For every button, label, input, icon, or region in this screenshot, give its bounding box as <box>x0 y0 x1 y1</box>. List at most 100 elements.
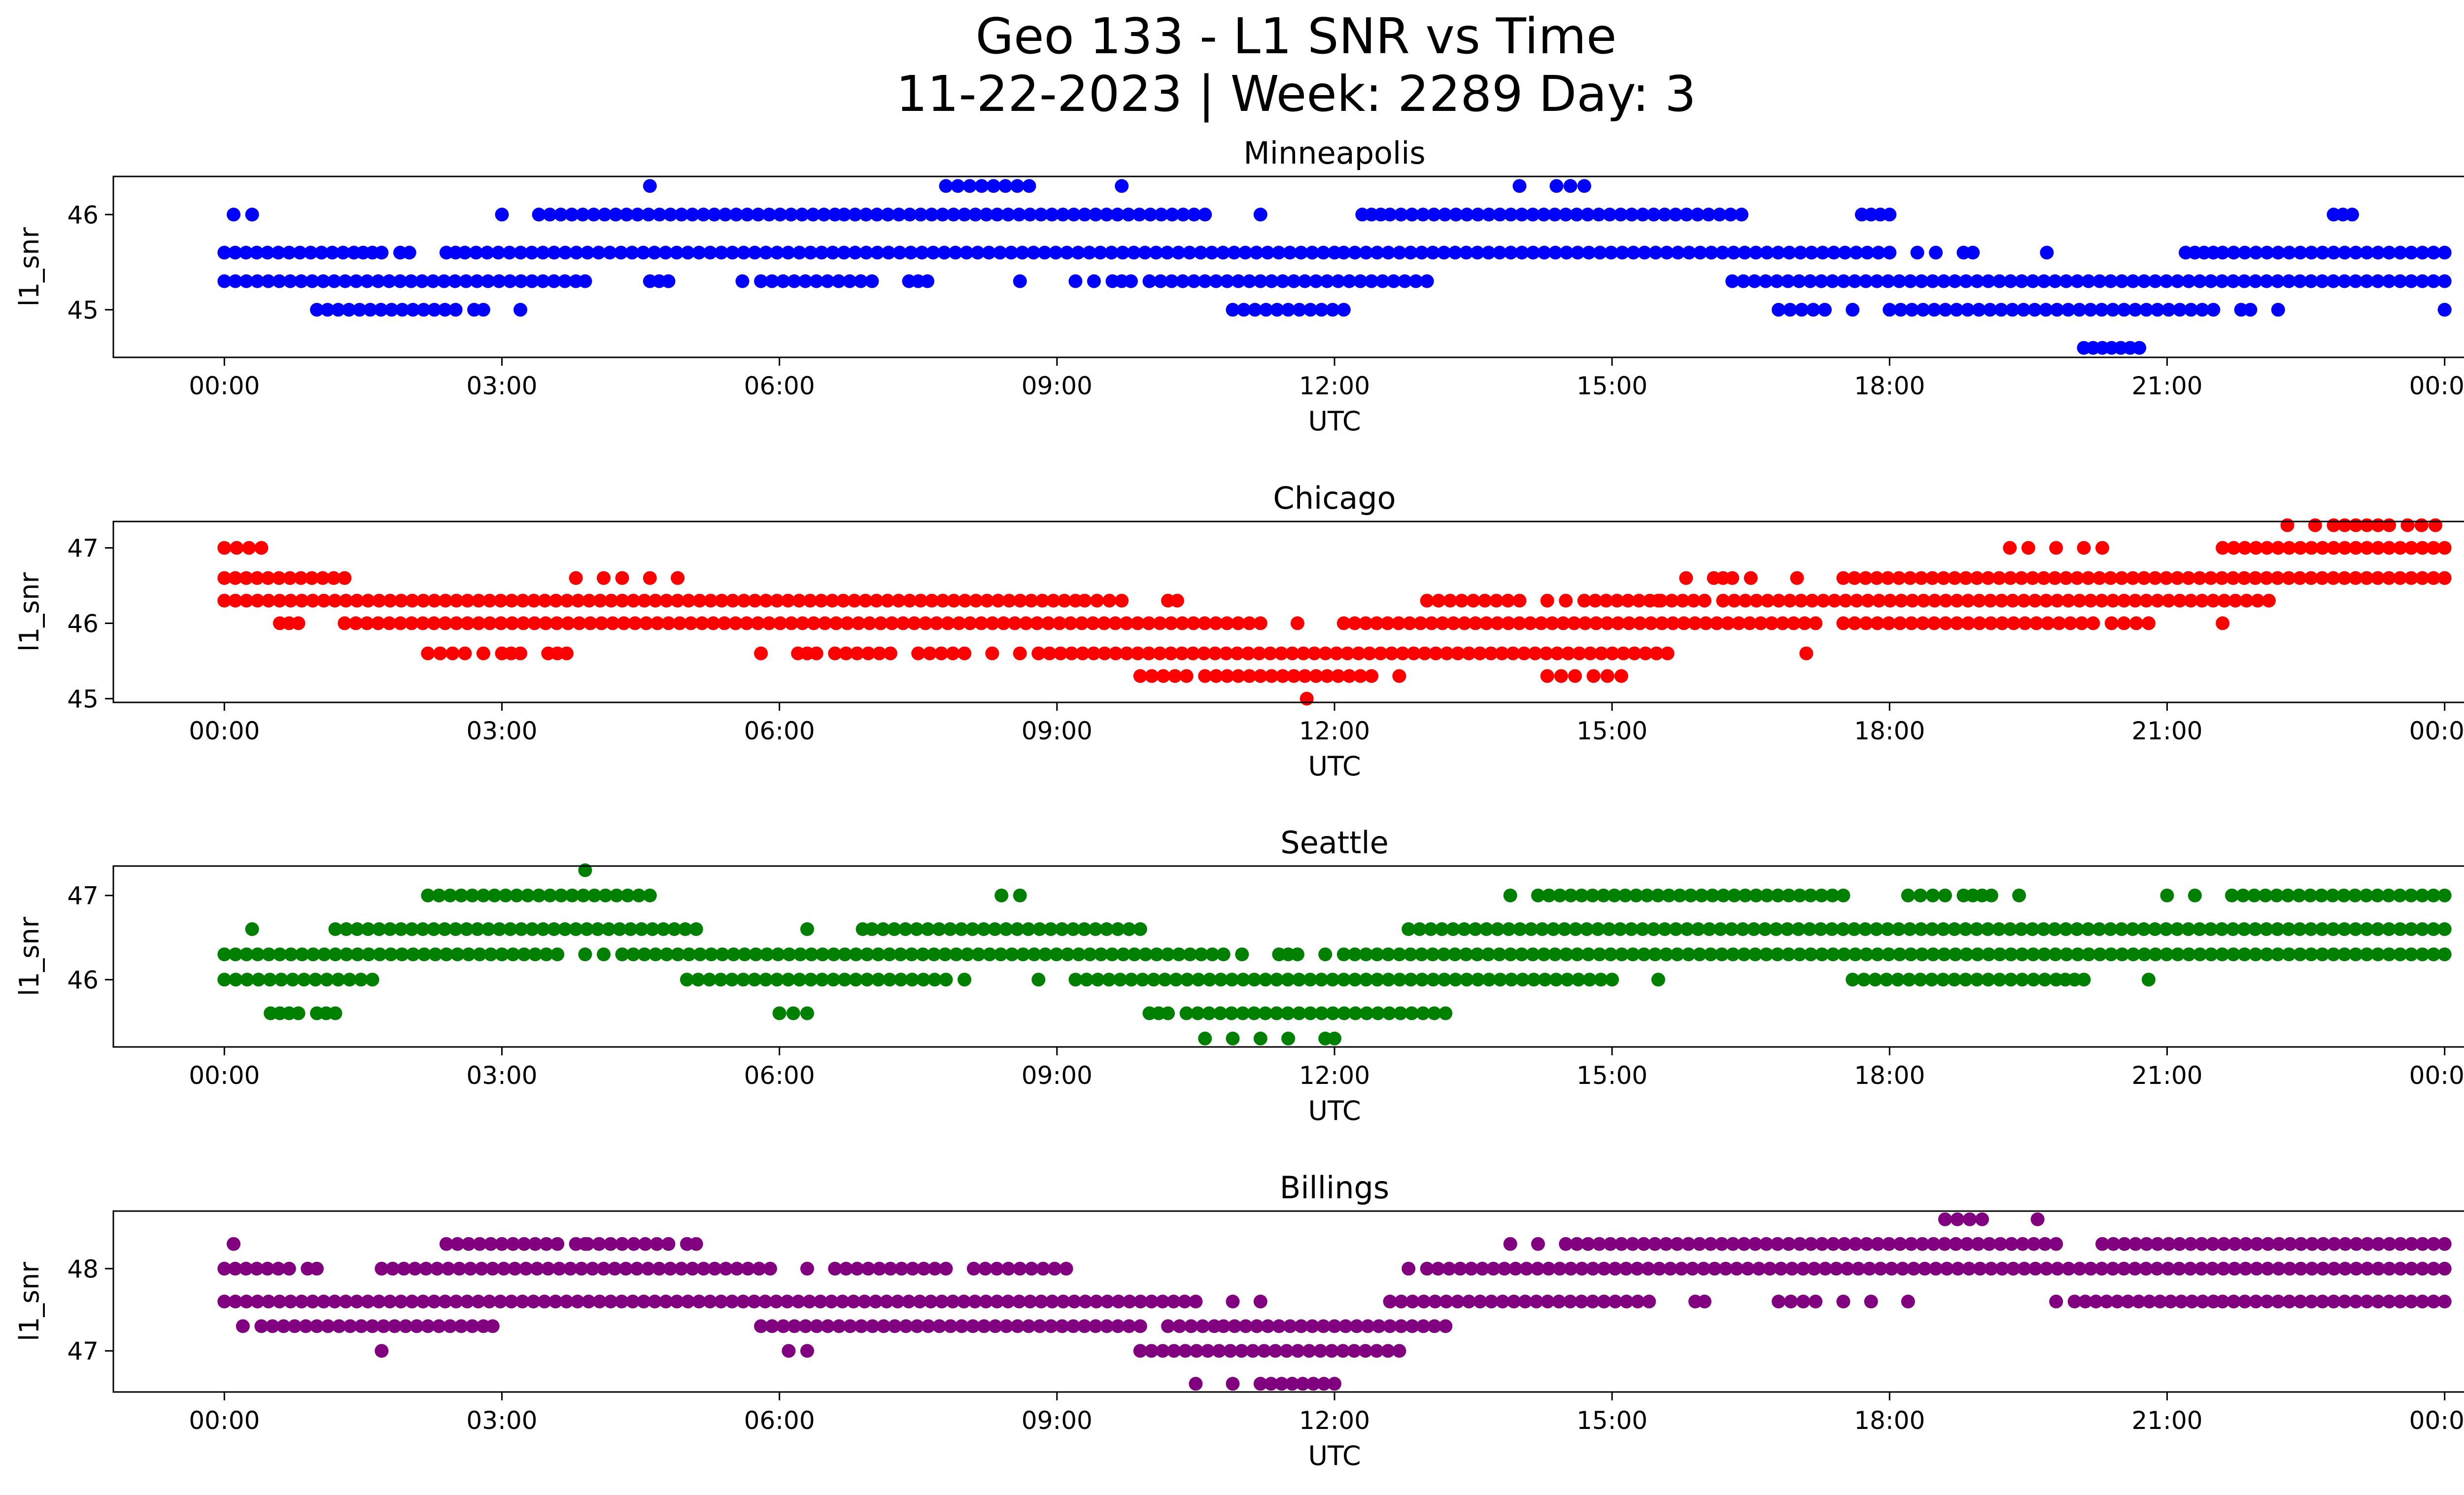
data-point <box>1071 245 1085 260</box>
data-point <box>938 947 952 962</box>
data-point <box>2037 571 2051 585</box>
data-point <box>2110 1294 2124 1309</box>
data-point <box>1021 922 1035 936</box>
data-point <box>227 208 240 222</box>
data-point <box>2092 922 2106 936</box>
data-point <box>250 571 264 585</box>
data-point <box>1692 1237 1707 1251</box>
data-point <box>2070 274 2085 288</box>
data-point <box>1223 1344 1237 1358</box>
data-point <box>1658 208 1672 222</box>
data-point <box>375 1261 389 1276</box>
data-point <box>571 593 585 608</box>
data-point <box>1462 1294 1476 1309</box>
data-point <box>282 1261 296 1276</box>
data-point <box>2272 1261 2286 1276</box>
data-point <box>1553 888 1567 903</box>
data-point <box>2237 571 2251 585</box>
data-point <box>1108 616 1123 630</box>
data-point <box>550 1237 565 1251</box>
data-point <box>1582 973 1597 987</box>
data-point <box>1827 245 1841 260</box>
data-point <box>1851 1261 1866 1276</box>
data-point <box>638 1237 652 1251</box>
data-point <box>1688 616 1702 630</box>
data-point <box>916 973 930 987</box>
data-point <box>946 1294 960 1309</box>
data-point <box>2238 245 2252 260</box>
data-point <box>405 1294 419 1309</box>
data-point <box>1526 208 1540 222</box>
data-point <box>1673 888 1687 903</box>
data-point <box>2217 1237 2231 1251</box>
data-point <box>1826 947 1840 962</box>
data-point <box>1133 669 1147 683</box>
data-point <box>1363 646 1377 661</box>
data-point <box>2181 922 2195 936</box>
data-point <box>2404 947 2418 962</box>
data-point <box>1970 973 1984 987</box>
data-point <box>503 274 517 288</box>
data-point <box>1640 888 1654 903</box>
data-point <box>543 208 557 222</box>
x-tick-label: 18:00 <box>1854 1406 1925 1435</box>
data-point <box>935 208 950 222</box>
data-point <box>603 245 617 260</box>
data-point <box>354 1319 369 1333</box>
data-point <box>374 303 388 317</box>
data-point <box>294 274 308 288</box>
data-point <box>882 947 896 962</box>
data-point <box>2427 888 2440 903</box>
data-point <box>1294 245 1308 260</box>
data-point <box>971 245 985 260</box>
data-point <box>639 616 653 630</box>
data-point <box>1837 947 1851 962</box>
data-point <box>2360 245 2374 260</box>
data-point <box>894 1261 909 1276</box>
data-point <box>2382 1237 2396 1251</box>
data-point <box>1961 616 1975 630</box>
data-point <box>2250 1261 2264 1276</box>
data-point <box>715 593 729 608</box>
data-point <box>1995 616 2009 630</box>
data-point <box>1015 245 1029 260</box>
data-point <box>2415 1237 2430 1251</box>
data-point <box>1420 274 1434 288</box>
data-point <box>2185 1294 2199 1309</box>
data-point <box>1582 245 1596 260</box>
data-point <box>537 1294 551 1309</box>
data-point <box>1064 646 1079 661</box>
data-point <box>943 922 958 936</box>
data-point <box>1605 646 1619 661</box>
data-point <box>2216 541 2230 555</box>
data-point <box>1460 973 1474 987</box>
data-point <box>921 274 934 288</box>
data-point <box>1926 1237 1941 1251</box>
data-point <box>410 1319 424 1333</box>
x-tick-label: 06:00 <box>744 372 815 400</box>
data-point <box>2195 303 2209 317</box>
data-point <box>1860 245 1875 260</box>
data-point <box>1328 1319 1341 1333</box>
data-point <box>2139 303 2154 317</box>
data-point <box>1077 922 1092 936</box>
data-point <box>2078 1294 2092 1309</box>
data-point <box>419 1261 433 1276</box>
data-point <box>1636 922 1649 936</box>
data-point <box>1504 947 1518 962</box>
data-point <box>1660 245 1674 260</box>
data-point <box>1083 947 1097 962</box>
data-point <box>988 1319 1002 1333</box>
data-point <box>2082 274 2095 288</box>
data-point <box>1859 1237 1874 1251</box>
data-point <box>1012 1294 1026 1309</box>
data-point <box>2072 303 2087 317</box>
data-point <box>460 1294 475 1309</box>
data-point <box>1827 593 1842 608</box>
data-point <box>1269 973 1284 987</box>
data-point <box>2315 541 2329 555</box>
data-point <box>1041 616 1056 630</box>
data-point <box>1305 1319 1319 1333</box>
data-point <box>1089 922 1102 936</box>
data-point <box>578 947 592 962</box>
